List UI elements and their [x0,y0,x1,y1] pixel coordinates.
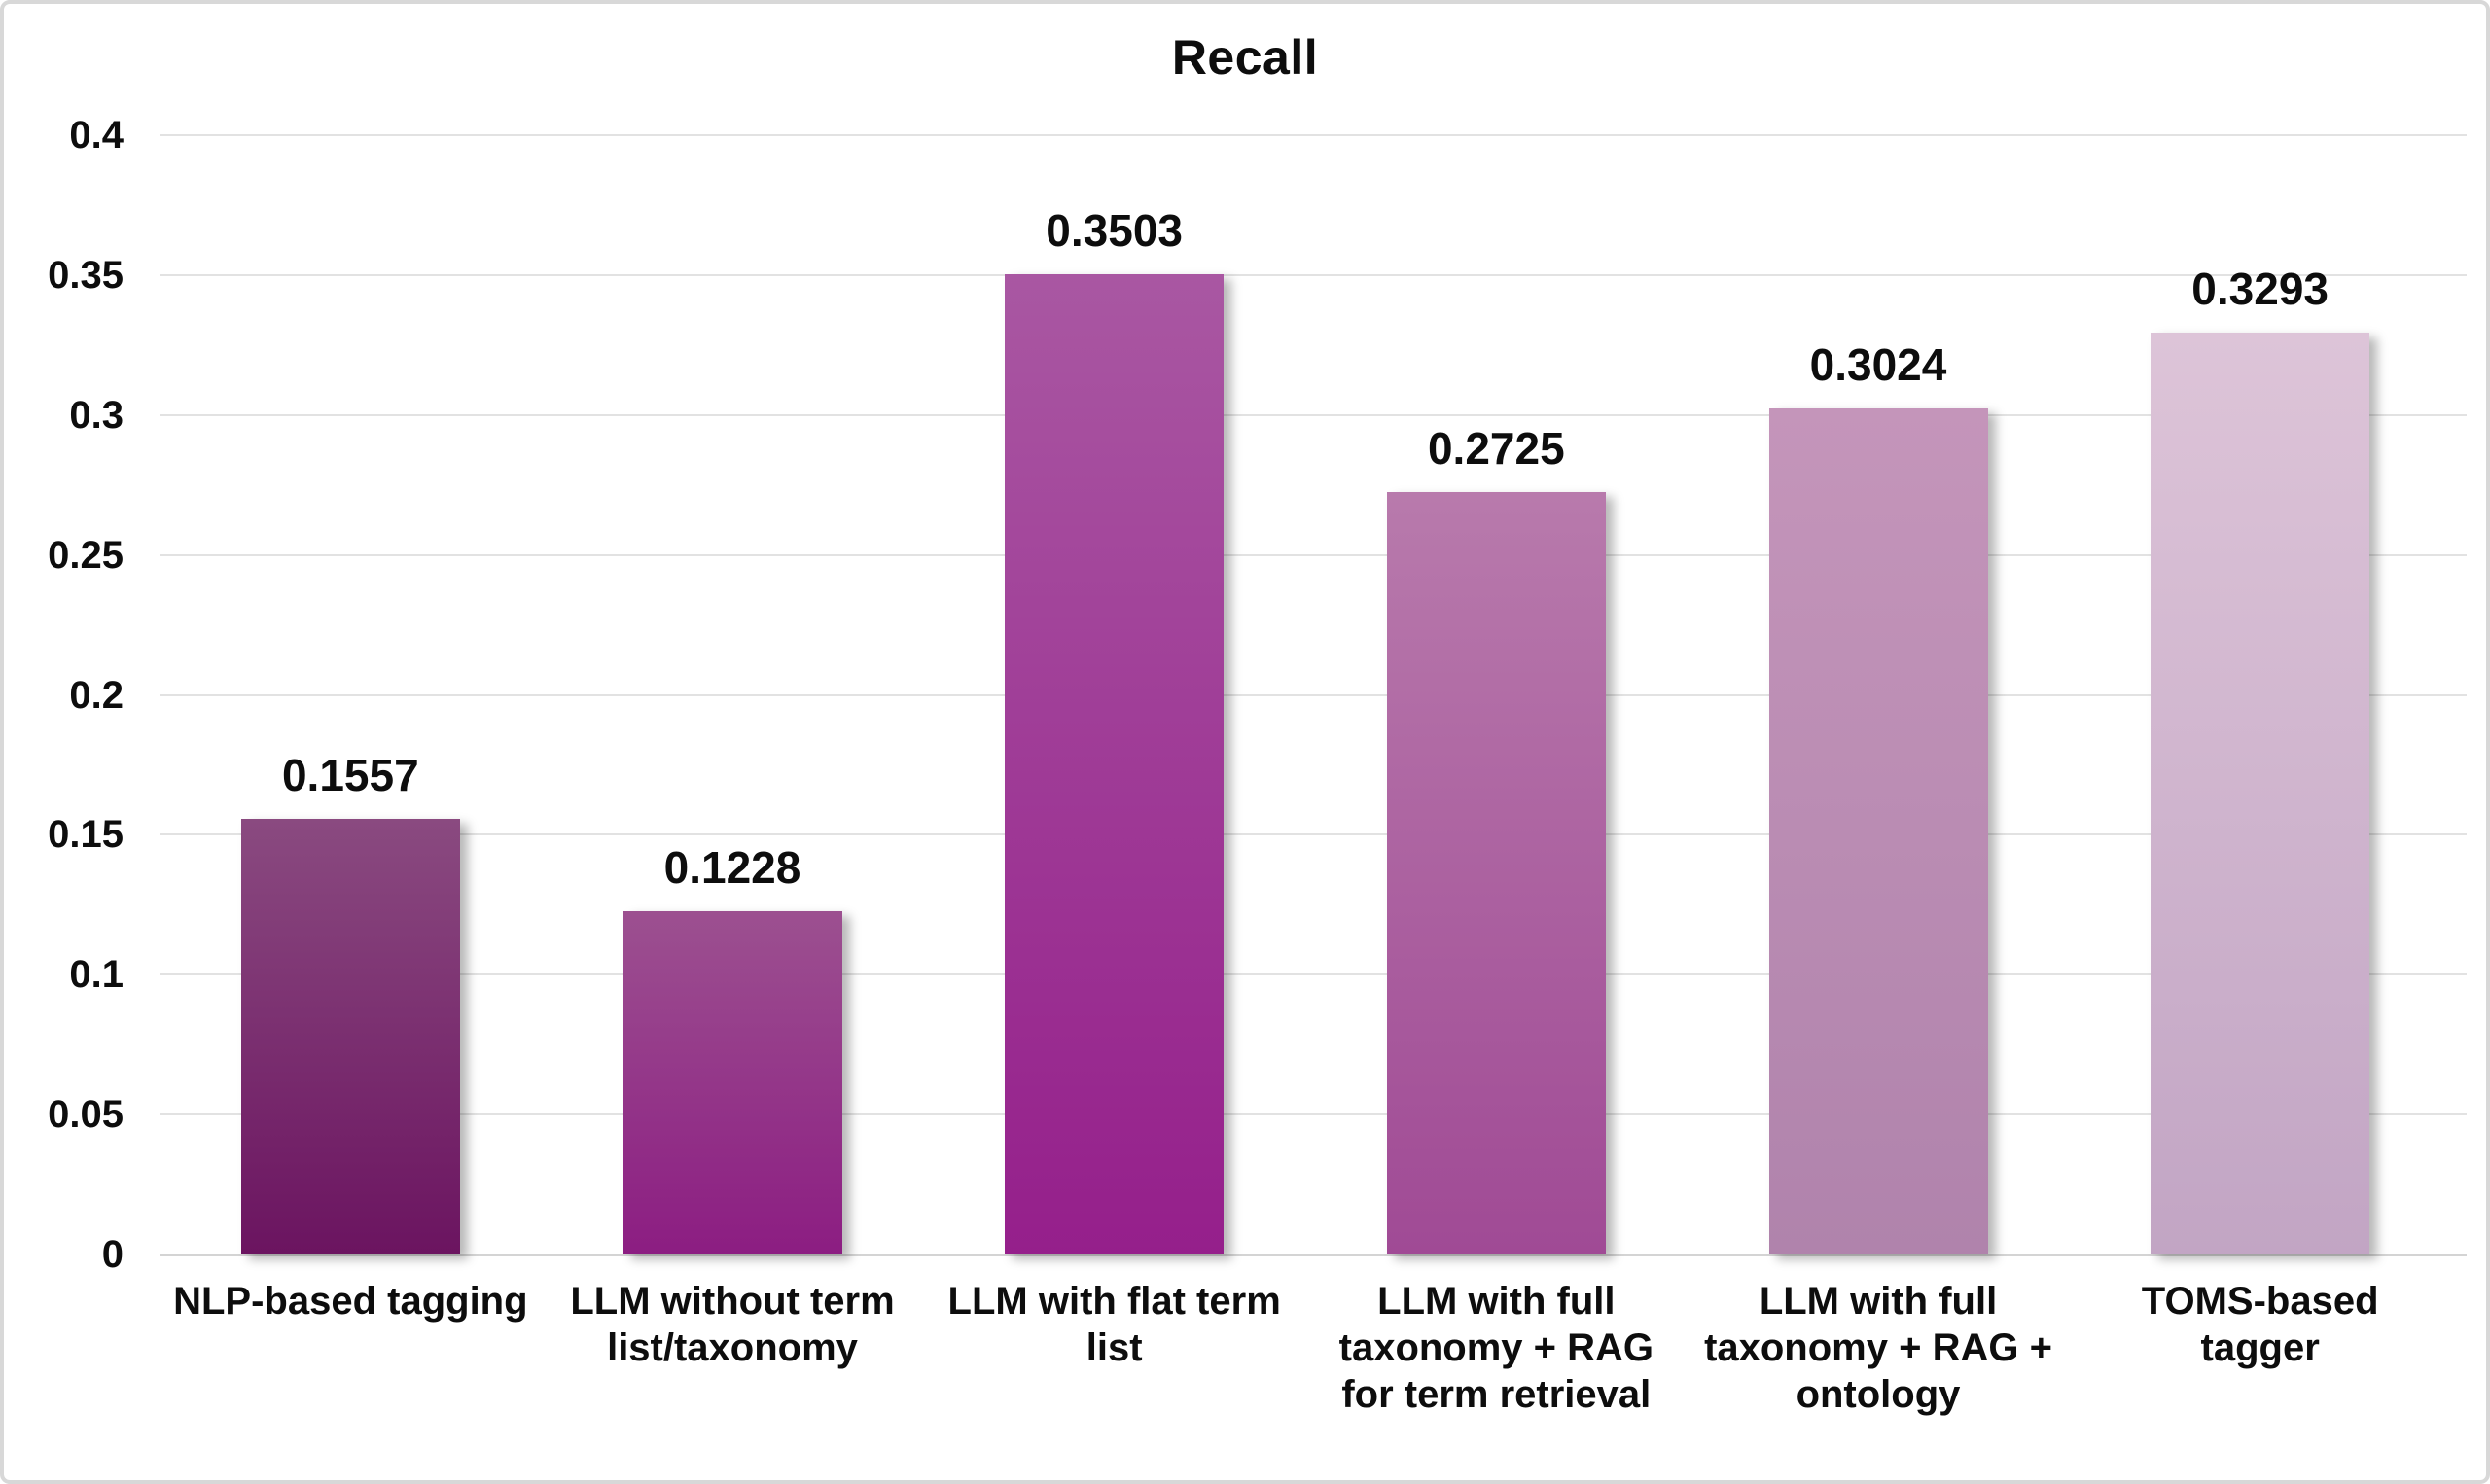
y-tick-label: 0.4 [69,114,124,157]
bar-category-line: list [1085,1326,1143,1369]
bar-value-label: 0.3024 [1809,338,1947,390]
bar-category-line: LLM with flat term [947,1280,1281,1323]
bar-category-line: TOMS-based [2141,1280,2379,1323]
bar-category-line: taxonomy + RAG [1338,1326,1654,1369]
bar-category-line: ontology [1796,1373,1961,1416]
chart-title: Recall [1171,30,1319,85]
bar-category-line: taxonomy + RAG + [1704,1326,2052,1369]
y-tick-label: 0 [101,1233,124,1276]
bar-category-label: TOMS-based tagger [2032,1278,2486,1371]
bar [1005,274,1225,1254]
bar-category-line: list/taxonomy [607,1326,858,1369]
bar-value-label: 0.3293 [2191,264,2329,315]
bar [240,818,460,1254]
bar-category-line: LLM without term [570,1280,895,1323]
gridline [160,973,2467,976]
y-tick-label: 0.05 [48,1093,124,1137]
y-tick-label: 0.15 [48,813,124,857]
y-tick-label: 0.35 [48,253,124,297]
bar [2151,333,2370,1254]
bar-value-label: 0.2725 [1427,422,1565,474]
bar-category-label: LLM with full taxonomy + RAG + ontology [1650,1278,2107,1418]
bar-category-line: LLM with full [1759,1280,1998,1323]
y-tick-label: 0.2 [69,673,124,717]
y-tick-label: 0.1 [69,953,124,997]
y-tick-label: 0.25 [48,533,124,577]
bar-value-label: 0.1228 [663,841,801,893]
bar-category-line: NLP-based tagging [173,1280,528,1323]
bar-category-label: LLM without term list/taxonomy [504,1278,961,1371]
bar-category-line: tagger [2200,1326,2320,1369]
gridline [160,553,2467,556]
gridline [160,413,2467,416]
gridline [160,1113,2467,1116]
bar-value-label: 0.1557 [281,749,419,800]
bar-category-line: for term retrieval [1341,1373,1652,1416]
bar [1386,491,1606,1254]
bar-value-label: 0.3503 [1046,205,1183,256]
x-axis-line [160,1254,2467,1256]
bar-category-label: NLP-based tagging [122,1278,579,1325]
y-tick-label: 0.3 [69,393,124,437]
gridline [160,833,2467,836]
bar [1768,407,1988,1254]
gridline [160,273,2467,276]
bar-category-line: LLM with full [1377,1280,1616,1323]
bar-category-label: LLM with flat term list [886,1278,1343,1371]
gridline [160,693,2467,696]
bar [622,910,842,1254]
gridline [160,134,2467,136]
bar-category-label: LLM with full taxonomy + RAG for term retr… [1267,1278,1725,1418]
